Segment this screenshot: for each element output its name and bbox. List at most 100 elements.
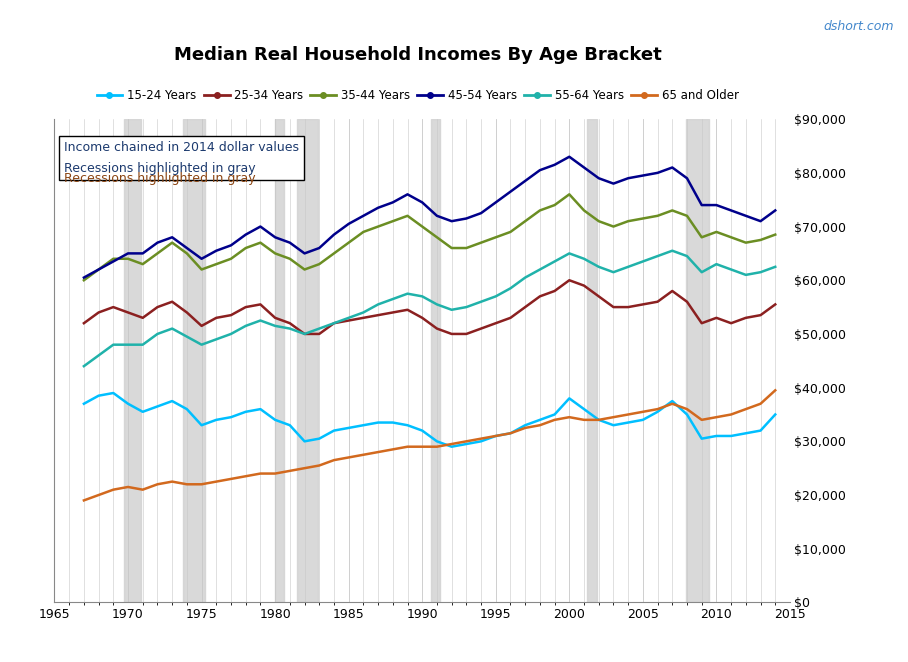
65 and Older: [740, 405, 751, 413]
25-34 Years: [740, 314, 751, 322]
25-34 Years: [461, 330, 472, 338]
15-24 Years: [652, 408, 663, 416]
45-54 Years: [431, 212, 442, 220]
35-44 Years: [431, 233, 442, 241]
25-34 Years: [314, 330, 325, 338]
45-54 Years: [358, 212, 369, 220]
25-34 Years: [299, 330, 310, 338]
65 and Older: [241, 472, 252, 480]
15-24 Years: [505, 430, 516, 438]
35-44 Years: [476, 239, 487, 247]
35-44 Years: [211, 260, 222, 268]
35-44 Years: [167, 239, 178, 247]
35-44 Years: [372, 222, 383, 230]
55-64 Years: [476, 298, 487, 306]
35-44 Years: [225, 255, 236, 263]
35-44 Years: [666, 207, 677, 214]
25-34 Years: [388, 308, 399, 316]
45-54 Years: [108, 258, 119, 265]
65 and Older: [608, 413, 619, 421]
45-54 Years: [696, 201, 707, 209]
65 and Older: [770, 387, 781, 395]
15-24 Years: [167, 397, 178, 405]
45-54 Years: [152, 239, 163, 247]
65 and Older: [505, 430, 516, 438]
65 and Older: [666, 400, 677, 408]
Bar: [297, 119, 318, 602]
25-34 Years: [446, 330, 457, 338]
15-24 Years: [431, 438, 442, 446]
Bar: [686, 119, 709, 602]
15-24 Years: [329, 426, 340, 434]
15-24 Years: [755, 426, 766, 434]
65 and Older: [417, 443, 428, 451]
65 and Older: [270, 469, 281, 477]
25-34 Years: [535, 293, 546, 301]
Line: 45-54 Years: 45-54 Years: [84, 157, 775, 277]
65 and Older: [490, 432, 501, 440]
65 and Older: [358, 451, 369, 459]
45-54 Years: [182, 244, 192, 252]
55-64 Years: [329, 319, 340, 327]
45-54 Years: [196, 255, 207, 263]
Line: 35-44 Years: 35-44 Years: [84, 195, 775, 280]
35-44 Years: [343, 239, 354, 247]
35-44 Years: [564, 191, 575, 199]
65 and Older: [431, 443, 442, 451]
15-24 Years: [123, 400, 133, 408]
25-34 Years: [329, 319, 340, 327]
55-64 Years: [388, 295, 399, 303]
45-54 Years: [446, 217, 457, 225]
25-34 Years: [211, 314, 222, 322]
45-54 Years: [711, 201, 722, 209]
Line: 55-64 Years: 55-64 Years: [84, 251, 775, 366]
25-34 Years: [431, 324, 442, 332]
45-54 Years: [593, 174, 604, 182]
55-64 Years: [637, 258, 648, 265]
15-24 Years: [666, 397, 677, 405]
Line: 25-34 Years: 25-34 Years: [84, 280, 775, 334]
15-24 Years: [578, 405, 589, 413]
65 and Older: [549, 416, 560, 424]
Line: 65 and Older: 65 and Older: [84, 391, 775, 500]
55-64 Years: [519, 273, 530, 281]
45-54 Years: [255, 222, 266, 230]
45-54 Years: [417, 199, 428, 207]
65 and Older: [402, 443, 413, 451]
35-44 Years: [652, 212, 663, 220]
55-64 Years: [666, 247, 677, 255]
55-64 Years: [402, 290, 413, 298]
25-34 Years: [623, 303, 634, 311]
55-64 Years: [372, 301, 383, 308]
25-34 Years: [284, 319, 295, 327]
25-34 Years: [402, 306, 413, 314]
55-64 Years: [78, 362, 89, 370]
55-64 Years: [284, 324, 295, 332]
35-44 Years: [402, 212, 413, 220]
35-44 Years: [461, 244, 472, 252]
55-64 Years: [431, 301, 442, 308]
65 and Older: [94, 491, 104, 499]
55-64 Years: [123, 341, 133, 349]
65 and Older: [372, 448, 383, 456]
35-44 Years: [593, 217, 604, 225]
25-34 Years: [417, 314, 428, 322]
45-54 Years: [372, 204, 383, 212]
35-44 Years: [196, 265, 207, 273]
35-44 Years: [152, 250, 163, 258]
45-54 Years: [755, 217, 766, 225]
35-44 Years: [255, 239, 266, 247]
25-34 Years: [549, 287, 560, 295]
25-34 Years: [78, 319, 89, 327]
45-54 Years: [388, 199, 399, 207]
15-24 Years: [725, 432, 736, 440]
65 and Older: [682, 405, 693, 413]
15-24 Years: [108, 389, 119, 397]
45-54 Years: [343, 220, 354, 228]
55-64 Years: [461, 303, 472, 311]
45-54 Years: [682, 174, 693, 182]
65 and Older: [167, 478, 178, 486]
65 and Older: [725, 410, 736, 418]
25-34 Years: [519, 303, 530, 311]
55-64 Years: [343, 314, 354, 322]
